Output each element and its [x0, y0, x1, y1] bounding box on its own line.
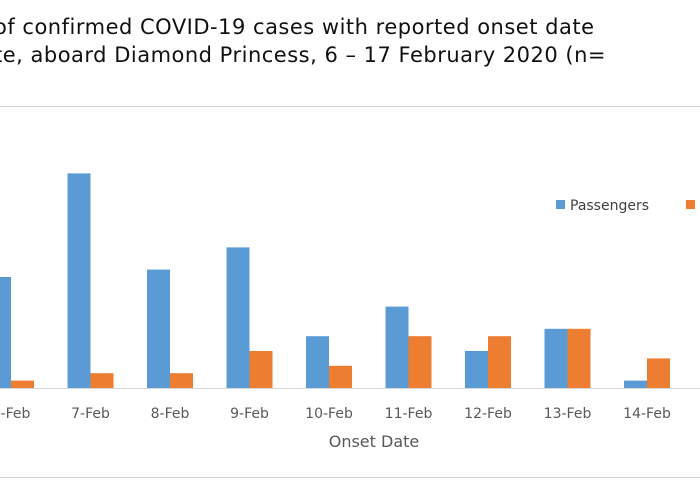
bar-passengers-12-Feb: [465, 351, 488, 388]
chart-title-line-2: te, aboard Diamond Princess, 6 – 17 Febr…: [0, 43, 607, 67]
x-tick-label: 10-Feb: [305, 406, 353, 422]
chart-area: [0, 106, 700, 478]
x-tick-label: 6-Feb: [0, 406, 30, 422]
x-tick-label: 7-Feb: [71, 406, 110, 422]
x-tick-label: 9-Feb: [230, 406, 269, 422]
chart-title: of confirmed COVID-19 cases with reporte…: [0, 0, 700, 86]
x-tick-labels: 6-Feb 7-Feb 8-Feb 9-Feb 10-Feb 11-Feb 12-Feb 13…: [0, 406, 671, 422]
bar-passengers-7-Feb: [67, 173, 91, 388]
bar-series2-12-Feb: [488, 336, 511, 388]
x-tick-label: 13-Feb: [544, 406, 592, 422]
legend-label: Passengers: [570, 198, 649, 214]
bar-passengers-14-Feb: [624, 380, 647, 388]
legend: Passengers: [556, 198, 695, 214]
x-tick-label: 8-Feb: [151, 406, 190, 422]
bar-series2-10-Feb: [329, 365, 352, 388]
chart-title-line-1: of confirmed COVID-19 cases with reporte…: [0, 15, 595, 39]
bar-passengers-10-Feb: [306, 336, 329, 388]
bar-series2-11-Feb: [408, 336, 432, 388]
bar-series2-7-Feb: [90, 373, 114, 388]
bar-series2-13-Feb: [567, 328, 591, 388]
bar-passengers-9-Feb: [226, 247, 250, 388]
x-tick-label: 12-Feb: [464, 406, 512, 422]
x-axis-title: Onset Date: [329, 432, 420, 451]
bar-series2-9-Feb: [249, 351, 273, 388]
bar-passengers-11-Feb: [385, 306, 409, 388]
legend-swatch: [556, 200, 565, 209]
bar-passengers-6-Feb: [0, 277, 11, 388]
bars-group: [0, 173, 670, 388]
bar-series2-14-Feb: [647, 358, 670, 388]
bar-passengers-13-Feb: [544, 328, 568, 388]
legend-swatch: [686, 200, 695, 209]
bar-passengers-8-Feb: [147, 269, 170, 388]
x-tick-label: 11-Feb: [385, 406, 433, 422]
bar-series2-6-Feb: [11, 380, 34, 388]
x-tick-label: 14-Feb: [623, 406, 671, 422]
bar-series2-8-Feb: [170, 373, 193, 388]
